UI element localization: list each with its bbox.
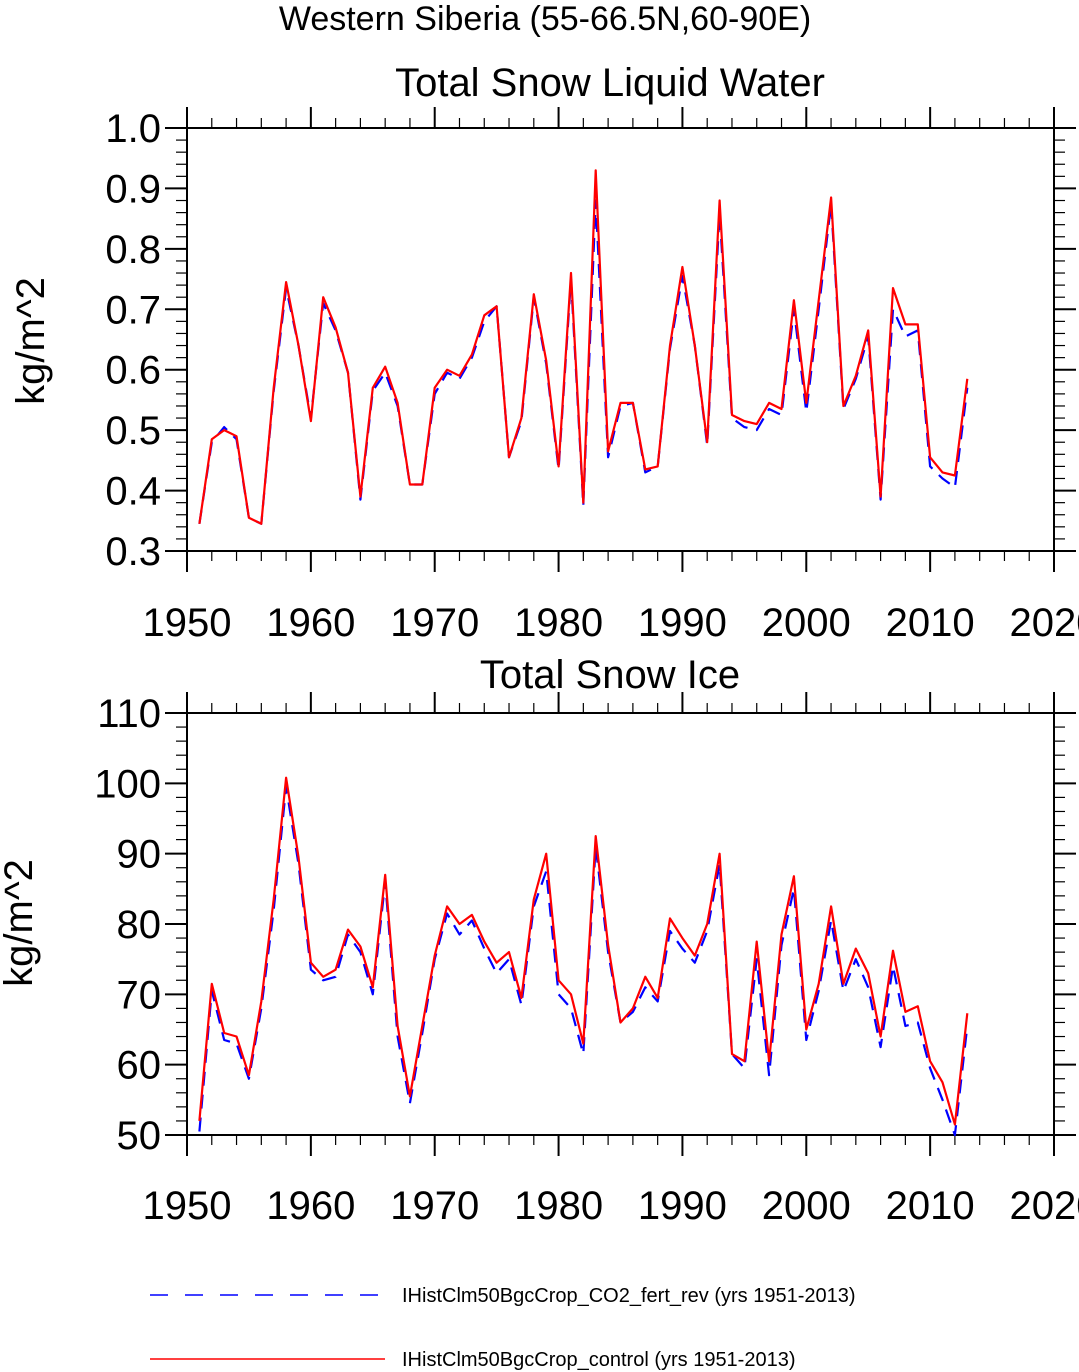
x-tick-label: 1950 (143, 601, 232, 645)
x-tick-label: 2000 (762, 601, 851, 645)
y-axis-label-snow-ice: kg/m^2 (0, 859, 41, 987)
x-tick-label: 2010 (886, 1184, 975, 1228)
series-line-control (198, 169, 969, 525)
x-tick-label: 2010 (886, 601, 975, 645)
y-tick-label: 0.6 (105, 349, 161, 393)
x-tick-label: 1970 (390, 601, 479, 645)
y-tick-label: 100 (94, 762, 161, 806)
series-line-co2-fert-rev (198, 785, 969, 1137)
legend: IHistClm50BgcCrop_CO2_fert_rev (yrs 1951… (150, 1285, 856, 1371)
y-tick-label: 80 (117, 903, 162, 947)
y-tick-label: 1.0 (105, 107, 161, 151)
x-tick-label: 1950 (143, 1184, 232, 1228)
figure-main-title: Western Siberia (55-66.5N,60-90E) (279, 0, 811, 38)
chart-panel-snow-ice: Total Snow Ice kg/m^2 1950 1960 1970 1980 19… (0, 653, 1079, 1228)
x-tick-label: 1990 (638, 1184, 727, 1228)
y-tick-label: 70 (117, 973, 162, 1017)
y-tick-label: 90 (117, 833, 162, 877)
plot-frame (186, 127, 1055, 552)
x-tick-label: 2000 (762, 1184, 851, 1228)
y-tick-label: 0.5 (105, 409, 161, 453)
y-tick-label: 0.4 (105, 470, 161, 514)
x-tick-label: 1960 (266, 1184, 355, 1228)
y-tick-label: 0.7 (105, 288, 161, 332)
y-tick-label: 60 (117, 1044, 162, 1088)
chart-title-liquid-water: Total Snow Liquid Water (395, 61, 825, 105)
chart-panel-liquid-water: Total Snow Liquid Water kg/m^2 1950 1960 1… (9, 61, 1079, 645)
y-tick-label: 0.3 (105, 530, 161, 574)
series-line-control (198, 776, 969, 1126)
y-tick-label: 0.9 (105, 167, 161, 211)
x-tick-label: 1990 (638, 601, 727, 645)
y-tick-label: 0.8 (105, 228, 161, 272)
chart-title-snow-ice: Total Snow Ice (480, 653, 740, 697)
x-tick-label: 1980 (514, 1184, 603, 1228)
x-tick-label: 1980 (514, 601, 603, 645)
y-axis-label-liquid-water: kg/m^2 (9, 277, 53, 405)
x-tick-label: 1970 (390, 1184, 479, 1228)
x-tick-label: 1960 (266, 601, 355, 645)
y-tick-label: 110 (97, 692, 161, 736)
legend-label-control: IHistClm50BgcCrop_control (yrs 1951-2013… (402, 1349, 796, 1371)
y-tick-label: 50 (117, 1114, 162, 1158)
legend-label-co2-fert-rev: IHistClm50BgcCrop_CO2_fert_rev (yrs 1951… (402, 1285, 856, 1307)
plot-frame (186, 712, 1055, 1136)
